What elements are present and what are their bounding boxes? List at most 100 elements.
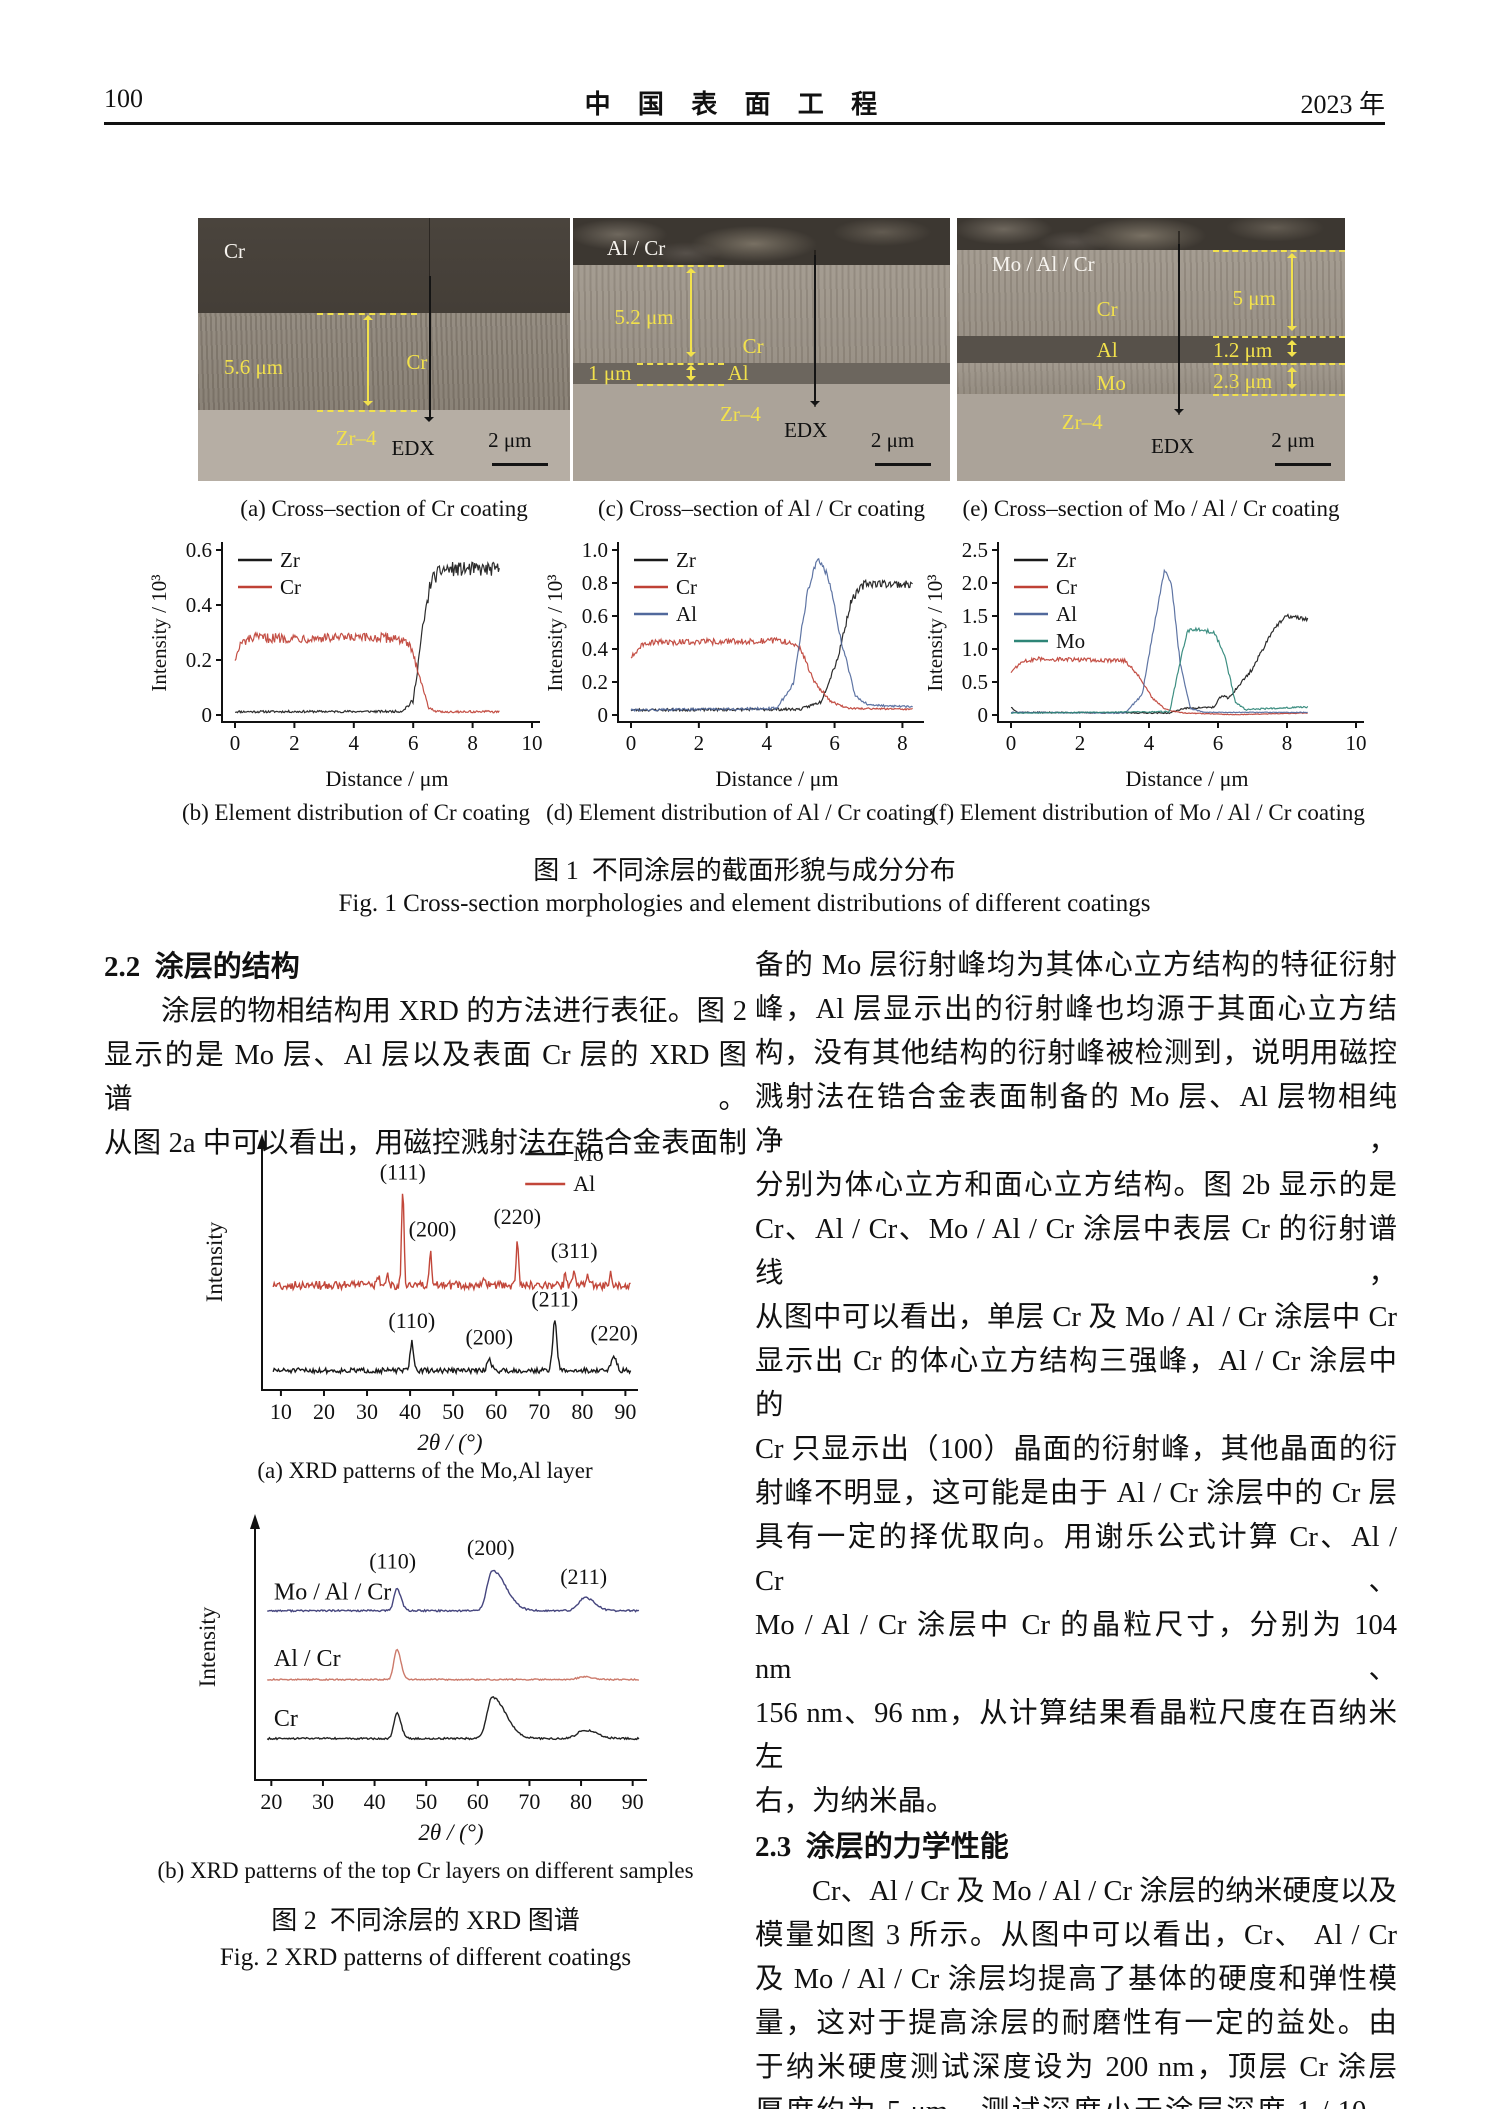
text-line: Mo / Al / Cr 涂层中 Cr 的晶粒尺寸，分别为 104 nm、 (755, 1610, 1397, 1685)
measure-arrow (685, 365, 696, 381)
text-line: 备的 Mo 层衍射峰均为其体心立方结构的特征衍射 (755, 950, 1397, 981)
xrd-chart-moal: 10 20 30 40 50 60 70 80 90 Intensity 2θ / (°) Mo Al (… (202, 1134, 638, 1455)
axes (617, 542, 924, 723)
svg-text:Intensity / 10³: Intensity / 10³ (923, 574, 947, 691)
edx-arrow (424, 275, 435, 422)
measure-arrow (1286, 340, 1297, 358)
layer-label: Cr (742, 333, 764, 358)
sem-substrate (198, 409, 570, 481)
svg-text:4: 4 (761, 731, 772, 755)
svg-text:Mo: Mo (573, 1141, 604, 1166)
scale-bar (874, 462, 931, 466)
edx-arrow (809, 254, 820, 407)
svg-text:Zr: Zr (676, 548, 696, 572)
panel-caption-a: (a) Cross–section of Cr coating (240, 496, 528, 521)
thickness-label: 5.2 μm (614, 304, 674, 329)
svg-text:0: 0 (978, 703, 989, 727)
svg-text:6: 6 (1213, 731, 1224, 755)
sem-dark-region (198, 218, 570, 313)
layer-label: Al (727, 361, 749, 386)
sem-cr-layer (957, 249, 1345, 337)
measure-dashed-line (1213, 336, 1345, 339)
edx-label: EDX (784, 417, 828, 442)
measure-dashed-line (317, 312, 418, 315)
text-line: 涂层的物相结构用 XRD 的方法进行表征。图 2 (161, 996, 747, 1027)
svg-text:2.5: 2.5 (962, 538, 988, 562)
layer-label: Cr (1096, 296, 1118, 321)
figure2-caption-en: Fig. 2 XRD patterns of different coating… (219, 1944, 632, 1971)
xrd-caption-b: (b) XRD patterns of the top Cr layers on… (157, 1858, 694, 1883)
svg-text:Al: Al (573, 1171, 595, 1196)
header-rule (104, 122, 1385, 125)
layer-label: Mo (1096, 370, 1126, 395)
edx-chart-cr: 0 2 4 6 8 10 0 0.2 0.4 0.6 Intensity / 10³ Distance… (147, 538, 543, 791)
measure-arrow (1286, 366, 1297, 390)
svg-text:Distance / μm: Distance / μm (1126, 766, 1249, 791)
svg-text:2: 2 (289, 731, 300, 755)
svg-text:4: 4 (1144, 731, 1155, 755)
layer-label: Mo / Al / Cr (991, 252, 1095, 277)
svg-text:8: 8 (897, 731, 908, 755)
svg-text:20: 20 (313, 1399, 335, 1424)
series-Al (272, 1193, 631, 1293)
text-line: 溅射法在锆合金表面制备的 Mo 层、Al 层物相纯净， (755, 1082, 1397, 1157)
svg-text:0.4: 0.4 (186, 593, 213, 617)
issue-year: 2023 年 (1300, 90, 1385, 119)
edx-label: EDX (1151, 433, 1195, 458)
svg-text:2: 2 (694, 731, 705, 755)
svg-text:(211): (211) (531, 1287, 578, 1312)
text-line: 及 Mo / Al / Cr 涂层均提高了基体的硬度和弹性模 (755, 1964, 1397, 1995)
series-Cr (266, 1696, 640, 1741)
text-line: 量，这对于提高涂层的耐磨性有一定的益处。由 (755, 2008, 1397, 2039)
text-line: 构，没有其他结构的衍射峰被检测到，说明用磁控 (755, 1038, 1397, 1069)
svg-text:8: 8 (467, 731, 478, 755)
svg-text:0: 0 (1006, 731, 1017, 755)
chart-caption-f: (f) Element distribution of Mo / Al / Cr… (931, 800, 1365, 825)
svg-text:(311): (311) (551, 1238, 598, 1263)
svg-text:0.6: 0.6 (186, 538, 212, 562)
series-Zr (234, 561, 500, 714)
measure-dashed-line (637, 383, 724, 386)
svg-text:90: 90 (614, 1399, 636, 1424)
text-line: 具有一定的择优取向。用谢乐公式计算 Cr、Al / Cr、 (755, 1522, 1397, 1597)
series-Cr (234, 631, 500, 714)
page-number: 100 (104, 84, 143, 113)
text-line: 从图中可以看出，单层 Cr 及 Mo / Al / Cr 涂层中 Cr (755, 1302, 1397, 1333)
svg-text:70: 70 (518, 1789, 540, 1814)
svg-text:Cr: Cr (1056, 575, 1077, 599)
svg-text:Intensity: Intensity (195, 1606, 220, 1687)
svg-text:50: 50 (415, 1789, 437, 1814)
svg-text:30: 30 (356, 1399, 378, 1424)
text-line: 厚度约为 5 μm，测试深度小于涂层深度 1 / 10， (755, 2090, 1397, 2109)
page-header: 100 中国表面工程 2023 年 (104, 84, 1385, 119)
svg-text:(211): (211) (560, 1564, 607, 1589)
measure-dashed-line (1213, 394, 1345, 397)
text-line: Cr、Al / Cr 及 Mo / Al / Cr 涂层的纳米硬度以及 (812, 1876, 1397, 1907)
svg-text:Mo / Al / Cr: Mo / Al / Cr (274, 1580, 391, 1606)
section-heading-2-2: 2.2 涂层的结构 (104, 951, 300, 983)
series-Cr (1010, 656, 1308, 716)
thickness-label: 2.3 μm (1213, 369, 1273, 394)
axes (221, 542, 540, 723)
text-line: 156 nm、96 nm，从计算结果看晶粒尺度在百纳米左 (755, 1698, 1397, 1773)
svg-text:6: 6 (408, 731, 419, 755)
scale-bar (491, 462, 548, 466)
text-line: 显示出 Cr 的体心立方结构三强峰，Al / Cr 涂层中的 (755, 1346, 1397, 1421)
svg-text:Zr: Zr (1056, 548, 1076, 572)
text-line: 分别为体心立方和面心立方结构。图 2b 显示的是 (755, 1170, 1397, 1201)
figure2-caption-zh: 图 2 不同涂层的 XRD 图谱 (271, 1906, 580, 1935)
svg-text:Zr: Zr (280, 548, 300, 572)
substrate-label: Zr–4 (335, 425, 377, 450)
thickness-label: 5.6 μm (224, 354, 284, 379)
y-axis-arrow (250, 1514, 260, 1529)
svg-text:Intensity / 10³: Intensity / 10³ (543, 574, 567, 691)
sem-dark-region (957, 218, 1345, 250)
text-line: 从图 2a 中可以看出，用磁控溅射法在锆合金表面制 (104, 1128, 747, 1159)
sem-al-layer (573, 362, 950, 384)
series-Al / Cr (267, 1648, 640, 1682)
scale-label: 2 μm (870, 428, 915, 453)
svg-text:0: 0 (598, 703, 609, 727)
series-Mo (1010, 626, 1309, 715)
svg-text:0.5: 0.5 (962, 670, 988, 694)
